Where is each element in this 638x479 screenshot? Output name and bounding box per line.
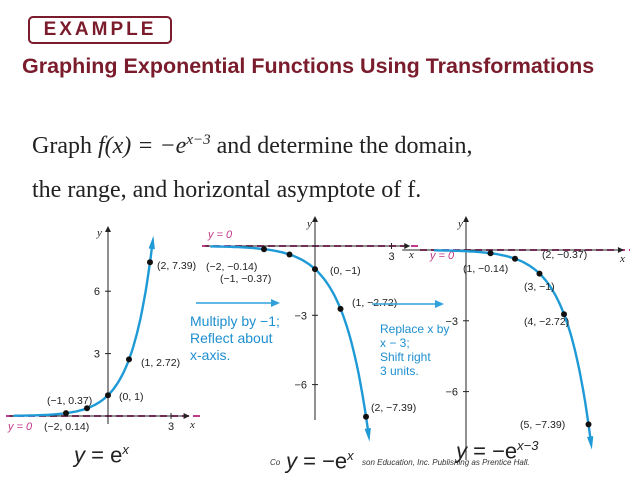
x-axis-label: x	[189, 419, 195, 431]
curve-arrow	[364, 428, 371, 442]
y-axis-label: y	[306, 218, 312, 230]
data-point	[487, 250, 494, 257]
point-label: (2, −0.37)	[542, 249, 587, 261]
problem-line-2: the range, and horizontal asymptote of f…	[32, 177, 422, 203]
transform-2-text: 3 units.	[380, 364, 419, 378]
function-curve	[434, 249, 593, 443]
data-point	[84, 405, 90, 412]
transform-1-text: Multiply by −1;	[190, 313, 280, 329]
point-label: (−1, −0.37)	[220, 273, 271, 285]
data-point	[363, 413, 369, 420]
copyright-notice: son Education, Inc. Publishing as Prenti…	[362, 458, 530, 467]
asymptote-label: y = 0	[7, 421, 33, 433]
function-exponent: x−3	[186, 132, 211, 148]
transform-1-text: Reflect about	[190, 330, 273, 346]
problem-text: and determine the domain,	[210, 133, 473, 159]
caption-rhs: −e	[322, 448, 348, 474]
data-point	[126, 356, 132, 363]
data-point	[337, 305, 344, 312]
point-label: (5, −7.39)	[520, 419, 565, 431]
data-point	[512, 255, 518, 262]
point-label: (0, 1)	[119, 391, 144, 403]
example-badge: EXAMPLE	[28, 16, 172, 44]
problem-line-1: Graph f(x) = −ex−3 and determine the dom…	[32, 118, 632, 168]
point-label: (1, 2.72)	[141, 357, 180, 369]
transform-2-text: Shift right	[380, 350, 431, 364]
caption-lhs: y	[456, 438, 467, 464]
caption-graph-3: y = −ex−3	[456, 438, 539, 464]
x-axis-arrow	[183, 413, 190, 419]
caption-exponent: x	[347, 448, 354, 463]
y-axis-arrow	[463, 216, 469, 222]
data-point	[105, 392, 111, 399]
point-label: (3, −1)	[524, 281, 555, 293]
caption-rhs: e	[110, 442, 123, 468]
data-point	[63, 410, 69, 417]
x-axis-arrow	[404, 243, 411, 249]
asymptote-label: y = 0	[429, 250, 455, 262]
y-axis-arrow	[105, 226, 111, 232]
y-tick-label: −3	[294, 310, 307, 322]
y-axis-arrow	[312, 216, 318, 222]
y-tick-label: −6	[445, 387, 458, 399]
problem-text: Graph	[32, 133, 98, 159]
caption-rhs: −e	[492, 438, 518, 464]
data-point	[312, 266, 318, 273]
x-axis-arrow	[617, 247, 624, 253]
function-expression: f(x) = −e	[97, 133, 187, 159]
caption-lhs: y	[74, 442, 85, 468]
problem-statement: Graph f(x) = −ex−3 and determine the dom…	[32, 118, 632, 212]
data-point	[147, 259, 153, 266]
point-label: (1, −2.72)	[352, 297, 397, 309]
section-heading: Graphing Exponential Functions Using Tra…	[22, 54, 595, 78]
x-tick-label: 3	[168, 421, 174, 433]
point-label: (−2, −0.14)	[206, 261, 257, 273]
data-point	[536, 270, 543, 277]
y-axis-label: y	[96, 227, 102, 239]
data-point	[261, 246, 267, 253]
asymptote-label: y = 0	[207, 229, 233, 241]
transform-arrow-1-head	[271, 299, 280, 307]
y-tick-label: 3	[94, 349, 100, 361]
point-label: (−2, 0.14)	[44, 421, 89, 433]
caption-graph-2: y = −ex	[286, 448, 354, 475]
point-label: (1, −0.14)	[463, 263, 508, 275]
y-tick-label: −3	[445, 316, 458, 328]
data-point	[286, 251, 293, 258]
curve-arrow	[148, 235, 155, 250]
y-tick-label: 6	[94, 286, 100, 298]
transform-1-text: x-axis.	[190, 347, 230, 363]
y-axis-label: y	[457, 218, 463, 230]
point-label: (2, −7.39)	[371, 402, 416, 414]
transform-2-text: Replace x by	[380, 322, 449, 336]
caption-lhs: y	[286, 448, 297, 474]
x-tick-label: 3	[389, 251, 395, 263]
data-point	[561, 311, 567, 318]
caption-exponent: x−3	[517, 438, 539, 453]
transform-arrow-2-head	[435, 300, 444, 308]
x-axis-label: x	[619, 253, 625, 265]
point-label: (−1, 0.37)	[47, 395, 92, 407]
function-curve	[13, 242, 154, 417]
copyright-fragment: Co	[270, 458, 281, 467]
curve-arrow	[586, 436, 594, 450]
point-label: (0, −1)	[330, 265, 361, 277]
caption-graph-1: y = ex	[74, 442, 129, 468]
y-tick-label: −6	[294, 380, 307, 392]
x-axis-label: x	[408, 249, 414, 261]
point-label: (2, 7.39)	[157, 260, 196, 272]
point-label: (4, −2.72)	[524, 316, 569, 328]
caption-exponent: x	[122, 442, 129, 457]
transform-2-text: x − 3;	[380, 336, 410, 350]
data-point	[585, 421, 592, 428]
